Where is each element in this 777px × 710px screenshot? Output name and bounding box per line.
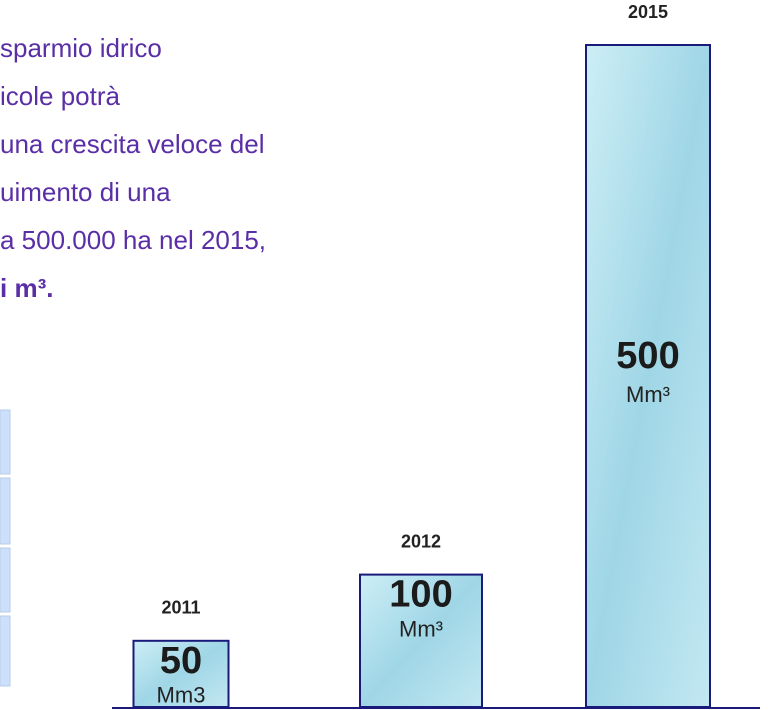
body-text-line: i m³. (0, 273, 53, 303)
unit-label: Mm3 (157, 683, 206, 708)
value-label: 50 (160, 640, 202, 682)
table-cell (0, 409, 11, 475)
bar (585, 44, 711, 708)
unit-label: Mm³ (626, 382, 670, 407)
side-table (0, 409, 11, 687)
table-cell (0, 615, 11, 687)
bar (359, 573, 483, 708)
table-cell (0, 547, 11, 613)
category-label: 2012 (401, 531, 441, 551)
bar (132, 639, 230, 708)
value-label: 100 (389, 574, 452, 616)
category-label: 2015 (628, 2, 668, 22)
body-text-line: a 500.000 ha nel 2015, (0, 225, 266, 255)
body-text-line: icole potrà (0, 81, 120, 111)
unit-label: Mm³ (399, 616, 443, 641)
body-text-line: una crescita veloce del (0, 129, 264, 159)
value-label: 500 (616, 335, 679, 377)
table-cell (0, 477, 11, 545)
body-text-line: sparmio idrico (0, 33, 162, 63)
category-label: 2011 (161, 598, 200, 618)
body-text-line: uimento di una (0, 177, 171, 207)
